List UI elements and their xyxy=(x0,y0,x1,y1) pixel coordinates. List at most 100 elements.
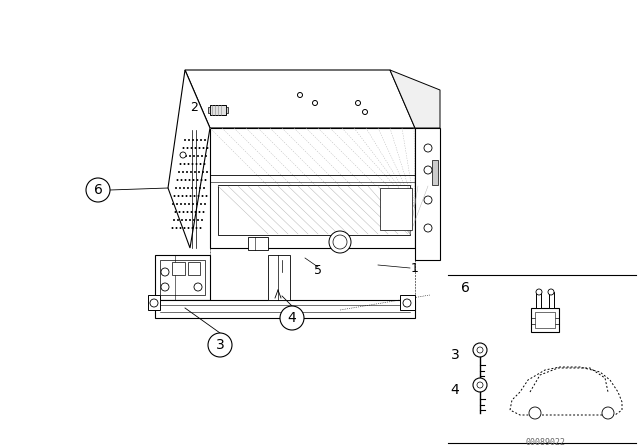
Circle shape xyxy=(192,139,194,141)
Circle shape xyxy=(204,163,205,165)
Polygon shape xyxy=(549,292,554,308)
Text: 3: 3 xyxy=(451,348,460,362)
Circle shape xyxy=(193,179,195,181)
Circle shape xyxy=(198,147,200,149)
Circle shape xyxy=(186,195,188,197)
Text: 4: 4 xyxy=(287,311,296,325)
Polygon shape xyxy=(390,70,440,128)
Circle shape xyxy=(189,155,191,157)
Circle shape xyxy=(205,155,207,157)
Circle shape xyxy=(175,187,177,189)
Circle shape xyxy=(173,195,175,197)
Polygon shape xyxy=(210,128,415,248)
Circle shape xyxy=(355,100,360,105)
Circle shape xyxy=(202,147,205,149)
Circle shape xyxy=(529,407,541,419)
Circle shape xyxy=(182,171,184,173)
Circle shape xyxy=(197,219,199,221)
Circle shape xyxy=(190,171,192,173)
Circle shape xyxy=(191,227,193,229)
Circle shape xyxy=(362,109,367,115)
Circle shape xyxy=(179,187,181,189)
Text: 1: 1 xyxy=(411,262,419,275)
Polygon shape xyxy=(188,262,200,275)
Circle shape xyxy=(189,179,191,181)
Polygon shape xyxy=(432,160,438,185)
Circle shape xyxy=(177,195,179,197)
Circle shape xyxy=(184,227,186,229)
Circle shape xyxy=(312,100,317,105)
Circle shape xyxy=(86,178,110,202)
Circle shape xyxy=(195,211,196,213)
Circle shape xyxy=(178,171,180,173)
Circle shape xyxy=(196,203,198,205)
Circle shape xyxy=(172,227,173,229)
Circle shape xyxy=(200,203,202,205)
Polygon shape xyxy=(380,188,412,230)
Circle shape xyxy=(200,139,202,141)
Circle shape xyxy=(161,268,169,276)
Circle shape xyxy=(173,219,175,221)
Circle shape xyxy=(199,187,201,189)
Circle shape xyxy=(184,179,186,181)
Polygon shape xyxy=(210,105,226,115)
Circle shape xyxy=(280,306,304,330)
Circle shape xyxy=(175,211,177,213)
Circle shape xyxy=(184,163,186,165)
Circle shape xyxy=(188,139,190,141)
Circle shape xyxy=(194,283,202,291)
Circle shape xyxy=(188,163,189,165)
Circle shape xyxy=(204,203,206,205)
Circle shape xyxy=(548,289,554,295)
Circle shape xyxy=(196,179,198,181)
Polygon shape xyxy=(155,255,210,300)
Circle shape xyxy=(176,203,178,205)
Circle shape xyxy=(195,187,197,189)
Circle shape xyxy=(203,187,205,189)
Circle shape xyxy=(161,283,169,291)
Circle shape xyxy=(424,196,432,204)
Circle shape xyxy=(201,155,203,157)
Circle shape xyxy=(191,147,193,149)
Circle shape xyxy=(182,195,184,197)
Circle shape xyxy=(205,179,207,181)
Polygon shape xyxy=(536,292,541,308)
Circle shape xyxy=(473,378,487,392)
Circle shape xyxy=(207,147,209,149)
Circle shape xyxy=(193,155,195,157)
Circle shape xyxy=(183,187,185,189)
Circle shape xyxy=(185,155,187,157)
Polygon shape xyxy=(148,295,160,310)
Polygon shape xyxy=(155,300,415,318)
Circle shape xyxy=(424,166,432,174)
Circle shape xyxy=(181,155,183,157)
Circle shape xyxy=(182,211,184,213)
Circle shape xyxy=(175,227,177,229)
Circle shape xyxy=(602,407,614,419)
Text: 3: 3 xyxy=(216,338,225,352)
Circle shape xyxy=(333,235,347,249)
Circle shape xyxy=(193,219,195,221)
Polygon shape xyxy=(208,107,210,113)
Circle shape xyxy=(177,179,179,181)
Text: 6: 6 xyxy=(461,281,469,295)
Polygon shape xyxy=(535,312,555,328)
Circle shape xyxy=(200,163,202,165)
Circle shape xyxy=(186,211,189,213)
Polygon shape xyxy=(172,262,185,275)
Circle shape xyxy=(424,224,432,232)
Circle shape xyxy=(193,195,195,197)
Polygon shape xyxy=(160,260,205,295)
Circle shape xyxy=(196,139,198,141)
Circle shape xyxy=(205,195,207,197)
Circle shape xyxy=(181,219,183,221)
Circle shape xyxy=(184,139,186,141)
Circle shape xyxy=(200,179,202,181)
Polygon shape xyxy=(226,107,228,113)
Circle shape xyxy=(202,211,205,213)
Circle shape xyxy=(180,179,182,181)
Circle shape xyxy=(191,211,193,213)
Circle shape xyxy=(150,299,158,307)
Polygon shape xyxy=(185,70,415,128)
Circle shape xyxy=(197,155,199,157)
